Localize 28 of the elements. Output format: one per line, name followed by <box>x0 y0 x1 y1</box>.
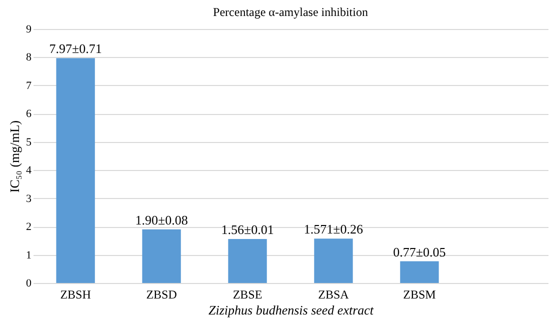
x-tick-label: ZBSD <box>146 288 178 302</box>
y-tick-label: 8 <box>26 52 32 64</box>
bar <box>228 238 267 283</box>
data-label: 1.56±0.01 <box>221 222 274 237</box>
data-label: 7.97±0.71 <box>49 41 102 56</box>
data-label: 1.90±0.08 <box>135 212 188 228</box>
x-tick-label: ZBSH <box>60 288 92 302</box>
y-tick-label: 6 <box>26 108 32 120</box>
x-axis-title: Ziziphus budhensis seed extract <box>208 302 374 318</box>
y-tick-label: 9 <box>26 24 32 36</box>
y-tick-label: 5 <box>26 136 32 148</box>
y-tick-label: 3 <box>26 192 32 205</box>
data-label: 1.571±0.26 <box>304 222 364 237</box>
bar <box>142 229 181 283</box>
bar <box>56 58 95 283</box>
bar <box>400 261 439 283</box>
y-axis-title: IC₅₀ (mg/mL) <box>7 120 22 193</box>
x-tick-label: ZBSM <box>403 288 436 302</box>
y-tick-label: 4 <box>26 164 32 177</box>
data-label: 0.77±0.05 <box>393 244 446 260</box>
y-tick-label: 2 <box>26 221 32 234</box>
bar <box>314 238 353 283</box>
chart-title: Percentage α-amylase inhibition <box>213 5 368 19</box>
x-tick-label: ZBSA <box>318 288 350 302</box>
x-tick-label: ZBSE <box>232 288 262 302</box>
y-tick-label: 7 <box>26 80 32 92</box>
y-tick-label: 0 <box>26 278 32 290</box>
y-tick-label: 1 <box>26 249 32 262</box>
